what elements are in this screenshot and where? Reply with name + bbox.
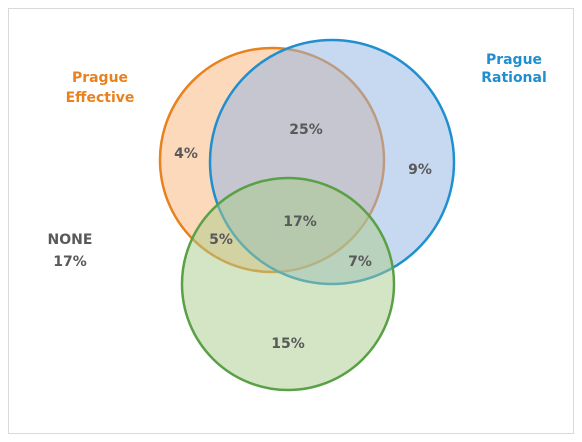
region-label: 9% [408,162,432,178]
set-label: Prague [486,52,542,68]
region-label: 25% [289,122,323,138]
region-label: 15% [271,336,305,352]
set-circle [180,176,396,392]
set-label: Rational [481,70,547,86]
none-label: NONE [48,232,93,248]
region-label: 7% [348,254,372,270]
set-label: Prague [72,70,128,86]
region-label: 4% [174,146,198,162]
none-value: 17% [53,254,87,270]
region-label: 17% [283,214,317,230]
region-label: 5% [209,232,233,248]
set-label: Effective [66,90,135,106]
